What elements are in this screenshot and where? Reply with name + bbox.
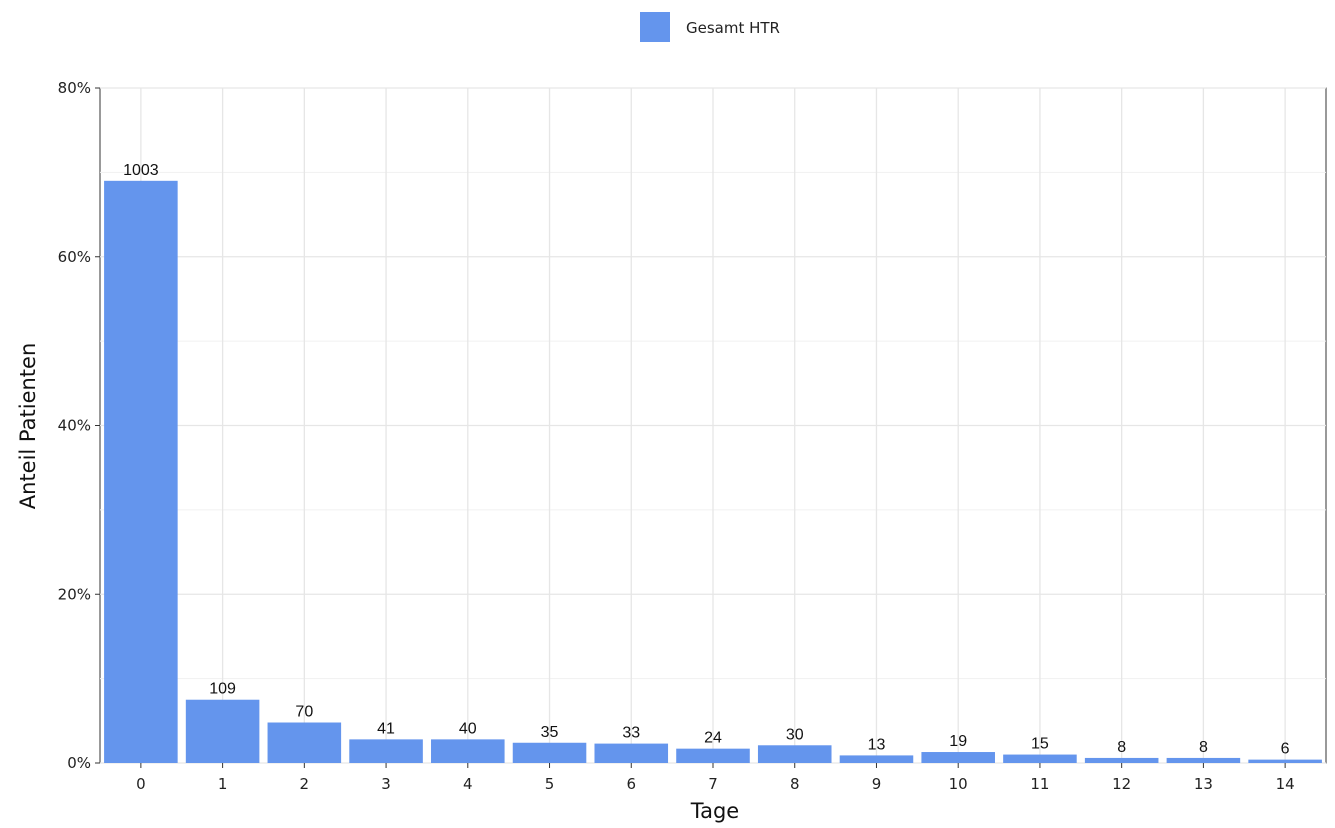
x-tick-label-11: 11 <box>1030 775 1049 793</box>
x-tick-label-7: 7 <box>708 775 718 793</box>
y-tick-label: 20% <box>58 585 91 603</box>
data-label-9: 13 <box>868 736 886 753</box>
x-tick-label-1: 1 <box>218 775 228 793</box>
y-axis: 0% 20% 40% 60% 80% <box>58 79 100 772</box>
data-label-14: 6 <box>1281 741 1290 758</box>
x-tick-label-10: 10 <box>949 775 968 793</box>
y-tick-label: 80% <box>58 79 91 97</box>
data-label-8: 30 <box>786 726 804 743</box>
x-axis: 0 1 2 3 4 5 6 7 8 9 10 11 12 13 14 <box>136 763 1295 793</box>
bar-5 <box>512 742 587 763</box>
data-label-7: 24 <box>704 730 722 747</box>
y-tick-label: 40% <box>58 417 91 435</box>
x-tick-label-12: 12 <box>1112 775 1131 793</box>
gridlines <box>100 87 1326 764</box>
x-tick-label-13: 13 <box>1194 775 1213 793</box>
bar-8 <box>757 745 832 763</box>
x-tick-label-9: 9 <box>872 775 882 793</box>
y-tick-label: 60% <box>58 248 91 266</box>
x-tick-label-5: 5 <box>545 775 555 793</box>
x-tick-label-0: 0 <box>136 775 146 793</box>
legend-swatch <box>640 12 670 42</box>
data-label-6: 33 <box>622 725 640 742</box>
bar-10 <box>921 752 995 763</box>
bar-9 <box>839 755 914 763</box>
x-tick-label-3: 3 <box>381 775 391 793</box>
data-label-5: 35 <box>541 724 559 741</box>
data-label-4: 40 <box>459 720 477 737</box>
bar-7 <box>676 748 750 763</box>
x-axis-title: Tage <box>690 799 739 823</box>
y-axis-title: Anteil Patienten <box>16 343 40 510</box>
x-tick-label-4: 4 <box>463 775 473 793</box>
bar-3 <box>349 739 423 763</box>
data-label-12: 8 <box>1117 739 1126 756</box>
bar-12 <box>1084 757 1159 763</box>
bar-1 <box>185 699 260 763</box>
bar-13 <box>1166 757 1241 763</box>
data-label-0: 1003 <box>123 162 159 179</box>
x-tick-label-14: 14 <box>1276 775 1295 793</box>
bars <box>104 180 1322 763</box>
data-label-13: 8 <box>1199 739 1208 756</box>
data-label-3: 41 <box>377 720 395 737</box>
bar-6 <box>594 743 669 763</box>
bar-2 <box>267 722 342 763</box>
bar-4 <box>431 739 505 763</box>
data-label-11: 15 <box>1031 736 1049 753</box>
x-tick-label-6: 6 <box>626 775 636 793</box>
data-label-2: 70 <box>295 704 313 721</box>
x-tick-label-2: 2 <box>300 775 310 793</box>
y-tick-label: 0% <box>67 754 91 772</box>
bar-14 <box>1248 759 1322 763</box>
x-tick-label-8: 8 <box>790 775 800 793</box>
bar-11 <box>1003 754 1077 763</box>
data-labels: 1003 109 70 41 40 35 33 24 30 13 19 15 8 8 6 <box>123 162 1290 758</box>
bar-0 <box>104 180 178 763</box>
data-label-1: 109 <box>209 681 236 698</box>
legend: Gesamt HTR <box>640 12 780 42</box>
data-label-10: 19 <box>949 733 967 750</box>
legend-label: Gesamt HTR <box>686 19 780 37</box>
